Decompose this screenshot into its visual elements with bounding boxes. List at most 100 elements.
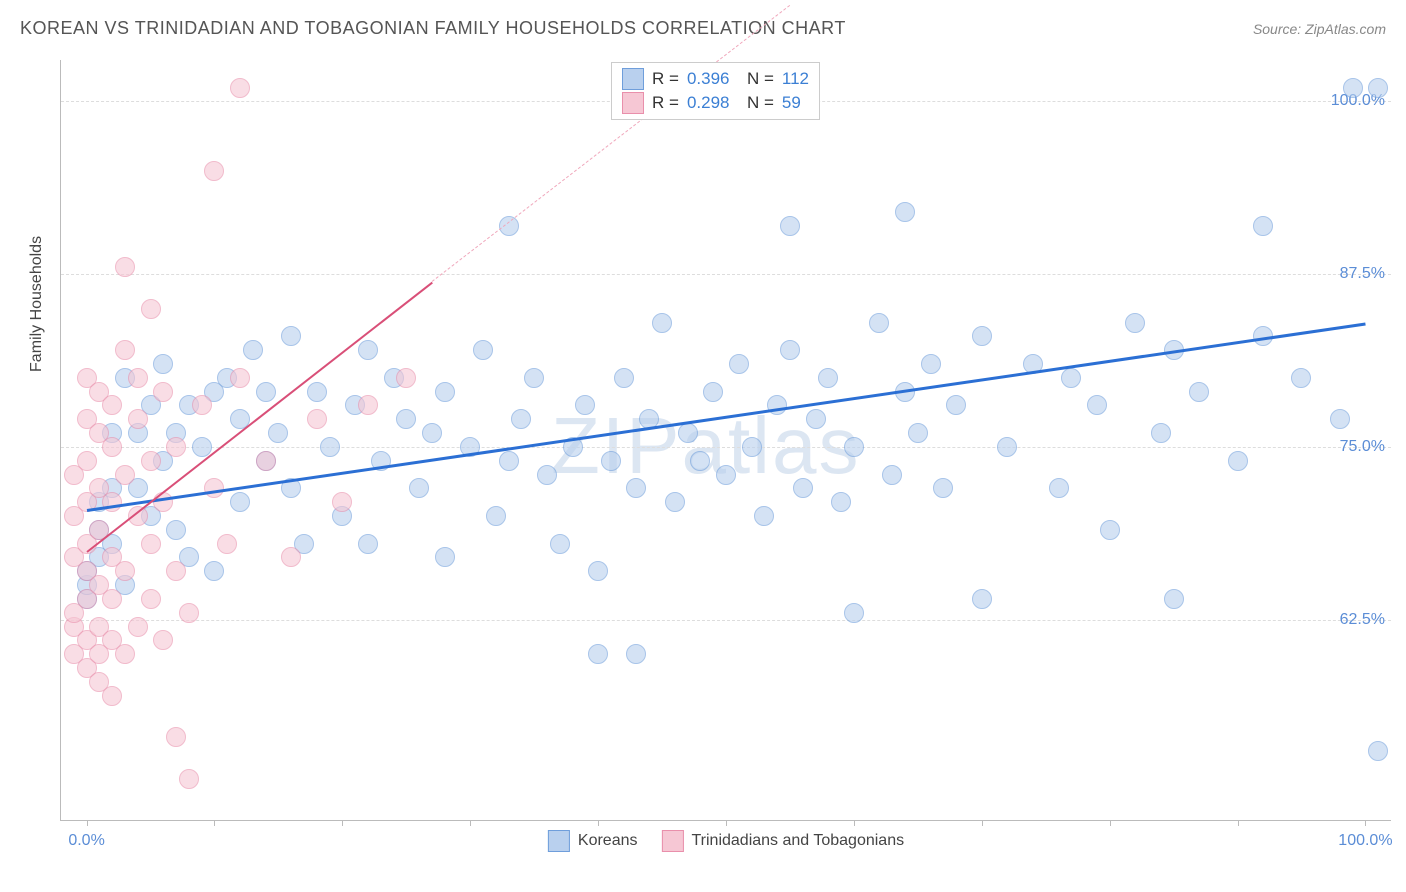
data-point	[179, 769, 199, 789]
data-point	[358, 395, 378, 415]
data-point	[652, 313, 672, 333]
data-point	[921, 354, 941, 374]
data-point	[128, 617, 148, 637]
data-point	[537, 465, 557, 485]
data-point	[230, 492, 250, 512]
data-point	[141, 534, 161, 554]
data-point	[946, 395, 966, 415]
data-point	[1125, 313, 1145, 333]
data-point	[102, 437, 122, 457]
data-point	[204, 561, 224, 581]
series-legend: Koreans Trinidadians and Tobagonians	[548, 830, 904, 852]
xtick	[470, 820, 471, 826]
data-point	[141, 589, 161, 609]
data-point	[550, 534, 570, 554]
data-point	[230, 368, 250, 388]
data-point	[166, 520, 186, 540]
data-point	[435, 547, 455, 567]
xtick	[982, 820, 983, 826]
data-point	[153, 354, 173, 374]
gridline	[61, 274, 1391, 275]
source-label: Source: ZipAtlas.com	[1253, 21, 1386, 37]
n-value: 112	[782, 69, 809, 89]
scatter-plot: ZIPatlas 62.5%75.0%87.5%100.0%0.0%100.0%…	[60, 60, 1391, 821]
data-point	[588, 561, 608, 581]
legend-item: Trinidadians and Tobagonians	[661, 830, 904, 852]
data-point	[320, 437, 340, 457]
data-point	[767, 395, 787, 415]
xtick	[726, 820, 727, 826]
xtick	[854, 820, 855, 826]
data-point	[204, 161, 224, 181]
data-point	[895, 202, 915, 222]
data-point	[179, 603, 199, 623]
data-point	[307, 382, 327, 402]
data-point	[102, 686, 122, 706]
data-point	[102, 589, 122, 609]
n-value: 59	[782, 93, 801, 113]
data-point	[435, 382, 455, 402]
n-label: N =	[747, 93, 774, 113]
data-point	[256, 382, 276, 402]
data-point	[115, 561, 135, 581]
data-point	[166, 727, 186, 747]
data-point	[844, 437, 864, 457]
data-point	[115, 340, 135, 360]
data-point	[831, 492, 851, 512]
ytick-label: 75.0%	[1340, 438, 1385, 456]
data-point	[626, 644, 646, 664]
data-point	[192, 395, 212, 415]
data-point	[358, 340, 378, 360]
data-point	[1087, 395, 1107, 415]
data-point	[588, 644, 608, 664]
trend-line	[432, 5, 791, 282]
gridline	[61, 447, 1391, 448]
r-value: 0.396	[687, 69, 739, 89]
data-point	[281, 547, 301, 567]
stats-row: R =0.298N =59	[622, 91, 809, 115]
data-point	[230, 78, 250, 98]
data-point	[422, 423, 442, 443]
data-point	[1330, 409, 1350, 429]
data-point	[972, 589, 992, 609]
data-point	[128, 368, 148, 388]
legend-item: Koreans	[548, 830, 638, 852]
stats-row: R =0.396N =112	[622, 67, 809, 91]
xtick	[1365, 820, 1366, 826]
data-point	[115, 257, 135, 277]
data-point	[217, 534, 237, 554]
data-point	[806, 409, 826, 429]
data-point	[1228, 451, 1248, 471]
data-point	[243, 340, 263, 360]
data-point	[754, 506, 774, 526]
data-point	[729, 354, 749, 374]
data-point	[141, 451, 161, 471]
data-point	[626, 478, 646, 498]
data-point	[1189, 382, 1209, 402]
data-point	[77, 451, 97, 471]
data-point	[665, 492, 685, 512]
data-point	[575, 395, 595, 415]
data-point	[780, 340, 800, 360]
data-point	[128, 409, 148, 429]
data-point	[511, 409, 531, 429]
legend-label: Trinidadians and Tobagonians	[691, 832, 904, 850]
data-point	[780, 216, 800, 236]
xtick	[87, 820, 88, 826]
data-point	[1049, 478, 1069, 498]
y-axis-label: Family Households	[28, 236, 46, 372]
xtick-label: 0.0%	[68, 832, 104, 850]
data-point	[716, 465, 736, 485]
data-point	[166, 561, 186, 581]
data-point	[115, 644, 135, 664]
legend-label: Koreans	[578, 832, 638, 850]
xtick-label: 100.0%	[1338, 832, 1392, 850]
xtick	[1238, 820, 1239, 826]
xtick	[342, 820, 343, 826]
data-point	[1368, 78, 1388, 98]
data-point	[102, 395, 122, 415]
data-point	[499, 451, 519, 471]
legend-swatch	[622, 68, 644, 90]
r-label: R =	[652, 93, 679, 113]
ytick-label: 87.5%	[1340, 265, 1385, 283]
